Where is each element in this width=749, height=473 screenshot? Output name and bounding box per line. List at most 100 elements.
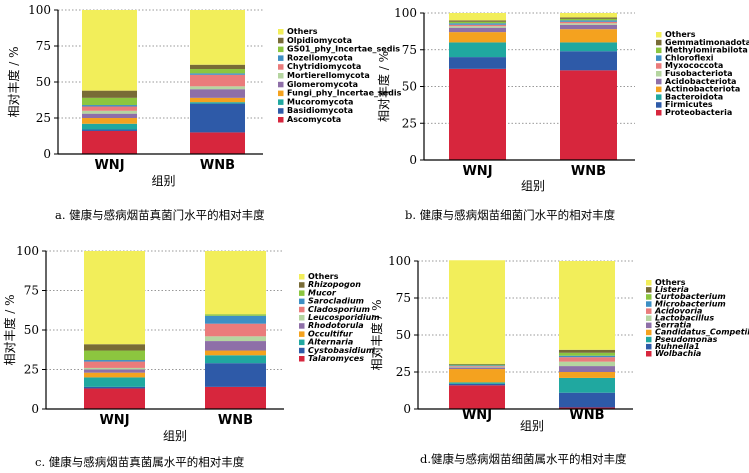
y-tick-label: 50 <box>402 80 417 94</box>
legend-label: Methylomirabilota <box>665 46 748 55</box>
legend-swatch <box>299 323 305 329</box>
bar-segment-wnj-0 <box>82 130 137 154</box>
legend: WolbachiaRuhnella1PseudomonasCandidatus_… <box>646 278 749 358</box>
bar-segment-wnb-5 <box>559 361 615 367</box>
bar-segment-wnb-2 <box>559 377 615 393</box>
bar-segment-wnb-0 <box>205 386 266 409</box>
bar-segment-wnb-4 <box>190 89 245 98</box>
y-axis-label: 相对丰度 / % <box>2 294 17 365</box>
y-tick-label: 100 <box>394 6 417 20</box>
legend-label: Mortierellomycota <box>287 71 370 80</box>
legend-swatch <box>656 39 662 46</box>
bar-segment-wnb-4 <box>559 366 615 372</box>
x-category-label: WNB <box>218 413 253 428</box>
legend-swatch <box>299 274 305 280</box>
y-tick-label: 0 <box>43 147 51 161</box>
y-tick-label: 0 <box>403 402 411 416</box>
panel-caption: a. 健康与感病烟苗真菌门水平的相对丰度 <box>55 208 265 222</box>
legend-label: Others <box>287 27 318 36</box>
bar-segment-wnb-8 <box>559 352 615 356</box>
legend-label: Acidobacteriota <box>665 77 736 86</box>
legend-swatch <box>278 55 284 61</box>
bar-segment-wnb-6 <box>190 74 245 87</box>
bar-segment-wnj-3 <box>84 372 145 378</box>
bar-segment-wnb-7 <box>190 73 245 75</box>
legend-swatch <box>278 90 284 97</box>
bar-segment-wnb-3 <box>559 372 615 378</box>
bar-segment-wnj-10 <box>449 260 505 364</box>
y-tick-label: 75 <box>396 291 411 305</box>
chart-panel-2: 0 25 50 75 100 WNJ WNB 相对丰度 / % 组别 Proteobacteria… <box>376 6 749 222</box>
x-category-label: WNJ <box>99 413 129 428</box>
bar-segment-wnj-3 <box>449 369 505 383</box>
chart-panel-3: 0 25 50 75 100 WNJ WNB 相对丰度 / % 组别 TalaromycesCys… <box>2 244 380 469</box>
legend-swatch <box>646 280 652 286</box>
y-tick-label: 25 <box>402 116 417 130</box>
legend-label: Others <box>308 272 339 281</box>
bar-segment-wnj-0 <box>449 385 505 409</box>
chart-panel-1: 0 25 50 75 100 WNJ WNB 相对丰度 / % 组别 AscomycotaBasi… <box>6 3 402 222</box>
legend-swatch <box>299 315 305 321</box>
bar-segment-wnj-1 <box>449 383 505 386</box>
legend-label: Sarocladium <box>308 297 364 306</box>
bar-segment-wnj-7 <box>82 105 137 107</box>
legend-label: Microbacterium <box>655 299 726 308</box>
bar-segment-wnj-8 <box>84 350 145 361</box>
y-tick-label: 75 <box>24 284 39 298</box>
legend-swatch <box>646 336 652 343</box>
bar-segment-wnj-9 <box>449 20 506 22</box>
bar-segment-wnj-1 <box>449 57 506 69</box>
legend-label: Wolbachia <box>655 349 701 358</box>
bar-segment-wnb-7 <box>205 315 266 324</box>
bar-segment-wnj-5 <box>84 367 145 370</box>
y-tick-label: 50 <box>36 75 51 89</box>
legend-label: Bacteroidota <box>665 92 723 101</box>
bar-segment-wnj-0 <box>84 388 145 409</box>
x-category-label: WNJ <box>462 164 492 179</box>
bar-segment-wnb-2 <box>560 42 617 52</box>
legend-label: Pseudomonas <box>655 335 718 344</box>
y-tick-label: 50 <box>396 328 411 342</box>
legend-label: Cladosporium <box>308 305 370 314</box>
bar-segment-wnj-4 <box>84 369 145 373</box>
bar-segment-wnb-8 <box>560 18 617 21</box>
bar-segment-wnb-4 <box>560 24 617 30</box>
legend-label: Ruhnella1 <box>655 342 700 351</box>
y-tick-label: 0 <box>31 402 39 416</box>
bar-segment-wnj-8 <box>449 21 506 24</box>
legend-label: Fungi_phy_Incertae_sedis <box>287 89 402 98</box>
legend-swatch <box>646 351 652 357</box>
legend: AscomycotaBasidiomycotaMucoromycotaFungi… <box>278 27 402 124</box>
bar-segment-wnb-1 <box>205 363 266 387</box>
bar-segment-wnj-5 <box>82 110 137 114</box>
x-axis-label: 组别 <box>151 174 175 188</box>
y-tick-label: 25 <box>396 365 411 379</box>
y-axis-label: 相对丰度 / % <box>6 46 21 117</box>
bar-segment-wnj-3 <box>82 118 137 124</box>
bar-segment-wnb-5 <box>190 86 245 90</box>
legend-label: Candidatus_Competibacter <box>655 328 749 337</box>
bar-segment-wnj-2 <box>84 377 145 387</box>
y-axis-label: 相对丰度 / % <box>369 299 384 370</box>
bar-segment-wnj-7 <box>84 360 145 362</box>
legend-swatch <box>299 282 305 288</box>
bar-segment-wnb-1 <box>560 51 617 71</box>
bar-segment-wnb-3 <box>205 350 266 356</box>
chart-panel-4: 0 25 50 75 100 WNJ WNB 相对丰度 / % 组别 WolbachiaRuhne… <box>369 254 749 466</box>
bar-segment-wnb-10 <box>205 251 266 315</box>
bar-segment-wnj-5 <box>449 366 505 368</box>
legend-label: Talaromyces <box>308 354 364 363</box>
x-axis-label: 组别 <box>163 429 187 443</box>
bar-segment-wnj-8 <box>82 97 137 106</box>
bar-segment-wnb-9 <box>559 349 615 353</box>
legend-label: Leucosporidium <box>308 313 380 322</box>
legend-swatch <box>278 108 284 114</box>
legend-label: Mucoromycota <box>287 97 353 106</box>
legend-swatch <box>299 339 305 346</box>
bar-segment-wnb-9 <box>190 64 245 70</box>
legend-swatch <box>278 81 284 88</box>
bar-segment-wnb-7 <box>559 355 615 358</box>
bar-segment-wnb-3 <box>560 29 617 43</box>
x-category-label: WNJ <box>94 158 124 173</box>
